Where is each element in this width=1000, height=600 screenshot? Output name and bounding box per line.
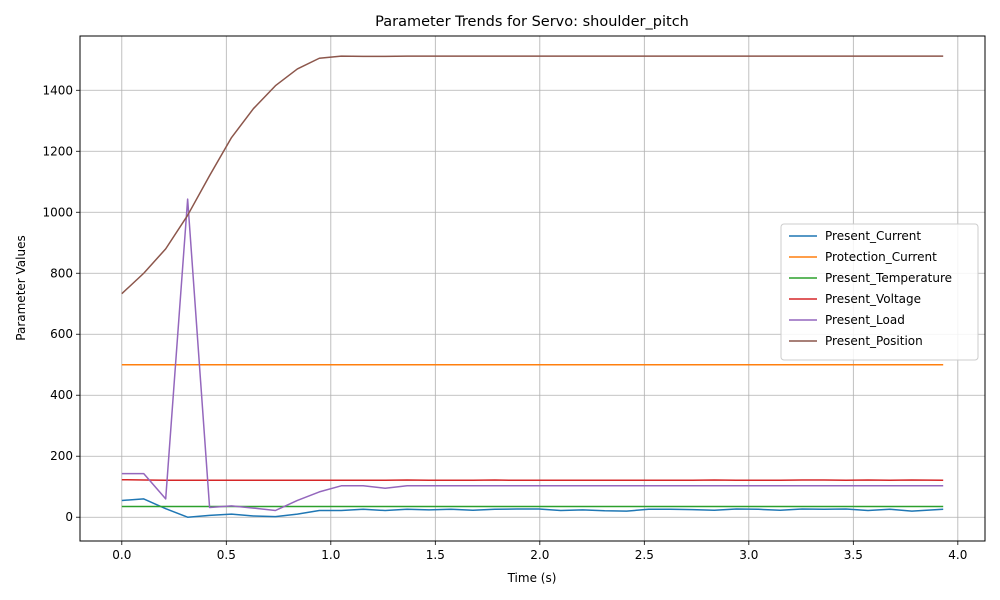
x-tick-label: 1.5 bbox=[426, 548, 445, 562]
series-line-present-position bbox=[121, 55, 944, 295]
legend-label-present-voltage: Present_Voltage bbox=[825, 292, 921, 306]
series-line-present-current bbox=[121, 498, 944, 518]
legend-label-present-position: Present_Position bbox=[825, 334, 923, 348]
plot-area-frame bbox=[79, 35, 986, 542]
legend-label-present-current: Present_Current bbox=[825, 229, 921, 243]
y-tick-label: 1400 bbox=[42, 83, 73, 97]
y-tick-label: 400 bbox=[50, 388, 73, 402]
legend-label-present-load: Present_Load bbox=[825, 313, 905, 327]
chart-title: Parameter Trends for Servo: shoulder_pit… bbox=[375, 14, 689, 30]
x-tick-label: 3.0 bbox=[739, 548, 758, 562]
x-tick-label: 1.0 bbox=[321, 548, 340, 562]
y-tick-label: 200 bbox=[50, 449, 73, 463]
y-tick-label: 800 bbox=[50, 266, 73, 280]
series-line-present-voltage bbox=[121, 478, 944, 482]
y-tick-label: 0 bbox=[65, 510, 73, 524]
x-tick-label: 2.0 bbox=[530, 548, 549, 562]
grid bbox=[80, 36, 985, 541]
x-axis-ticks: 0.0 0.5 1.0 1.5 2.0 2.5 3.0 3.5 4.0 bbox=[112, 541, 967, 562]
y-axis-label: Parameter Values bbox=[14, 235, 28, 340]
x-tick-label: 4.0 bbox=[948, 548, 967, 562]
x-tick-label: 3.5 bbox=[844, 548, 863, 562]
legend: Present_Current Protection_Current Present… bbox=[780, 223, 979, 361]
x-tick-label: 2.5 bbox=[635, 548, 654, 562]
y-tick-label: 1000 bbox=[42, 205, 73, 219]
legend-box bbox=[780, 223, 979, 361]
x-tick-label: 0.5 bbox=[217, 548, 236, 562]
y-tick-label: 600 bbox=[50, 327, 73, 341]
x-tick-label: 0.0 bbox=[112, 548, 131, 562]
series-lines bbox=[121, 55, 944, 518]
y-tick-label: 1200 bbox=[42, 144, 73, 158]
series-line-present-load bbox=[121, 198, 944, 512]
legend-label-protection-current: Protection_Current bbox=[825, 250, 937, 264]
legend-label-present-temperature: Present_Temperature bbox=[825, 271, 952, 285]
y-axis-ticks: 0 200 400 600 800 1000 1200 1400 bbox=[42, 83, 80, 524]
x-axis-label: Time (s) bbox=[507, 571, 557, 585]
